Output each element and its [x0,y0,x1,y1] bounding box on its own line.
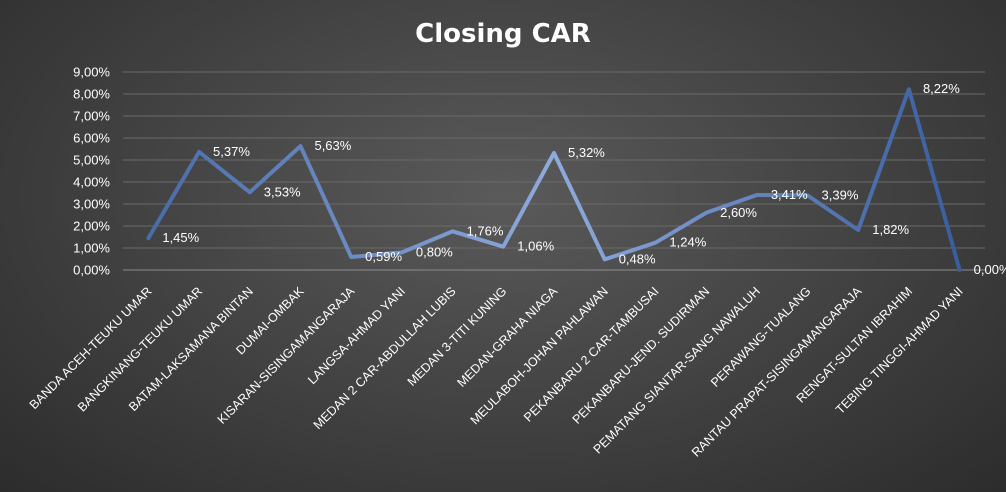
data-label: 0,80% [416,244,453,259]
data-label: 1,24% [669,235,706,250]
series-line [146,87,962,272]
data-label: 1,45% [162,230,199,245]
y-tick-label: 3,00% [73,197,110,212]
y-tick-label: 0,00% [73,263,110,278]
data-label: 1,76% [467,223,504,238]
y-axis-ticks: 0,00% 1,00% 2,00% 3,00% 4,00% 5,00% 6,00% 7,00%… [73,65,110,278]
data-label: 0,00% [974,262,1006,277]
data-label: 1,06% [517,239,554,254]
data-label: 3,53% [264,184,301,199]
data-label: 1,82% [872,222,909,237]
data-label: 0,59% [365,249,402,264]
gridlines [123,71,985,271]
y-tick-label: 1,00% [73,241,110,256]
y-tick-label: 8,00% [73,87,110,102]
data-label: 5,32% [568,145,605,160]
data-label: 0,48% [619,251,656,266]
y-tick-label: 6,00% [73,131,110,146]
y-tick-label: 9,00% [73,65,110,80]
data-label: 2,60% [720,205,757,220]
y-tick-label: 4,00% [73,175,110,190]
x-tick-label: MEDAN 3-TITI KUNING [405,284,510,389]
x-tick-label: PERAWANG-TUALANG [708,284,814,390]
data-label: 5,37% [213,144,250,159]
data-label: 5,63% [314,138,351,153]
data-labels: 1,45% 5,37% 3,53% 5,63% 0,59% 0,80% 1,76% 1,06%… [162,81,1006,277]
x-tick-label: MEDAN-GRAHA NIAGA [454,284,560,390]
x-tick-label: LANGSA-AHMAD YANI [305,284,408,387]
y-tick-label: 2,00% [73,219,110,234]
y-tick-label: 5,00% [73,153,110,168]
chart-title: Closing CAR [415,19,591,49]
data-label: 8,22% [923,81,960,96]
series [146,87,962,272]
y-tick-label: 7,00% [73,109,110,124]
data-label: 3,39% [822,187,859,202]
data-label: 3,41% [771,187,808,202]
